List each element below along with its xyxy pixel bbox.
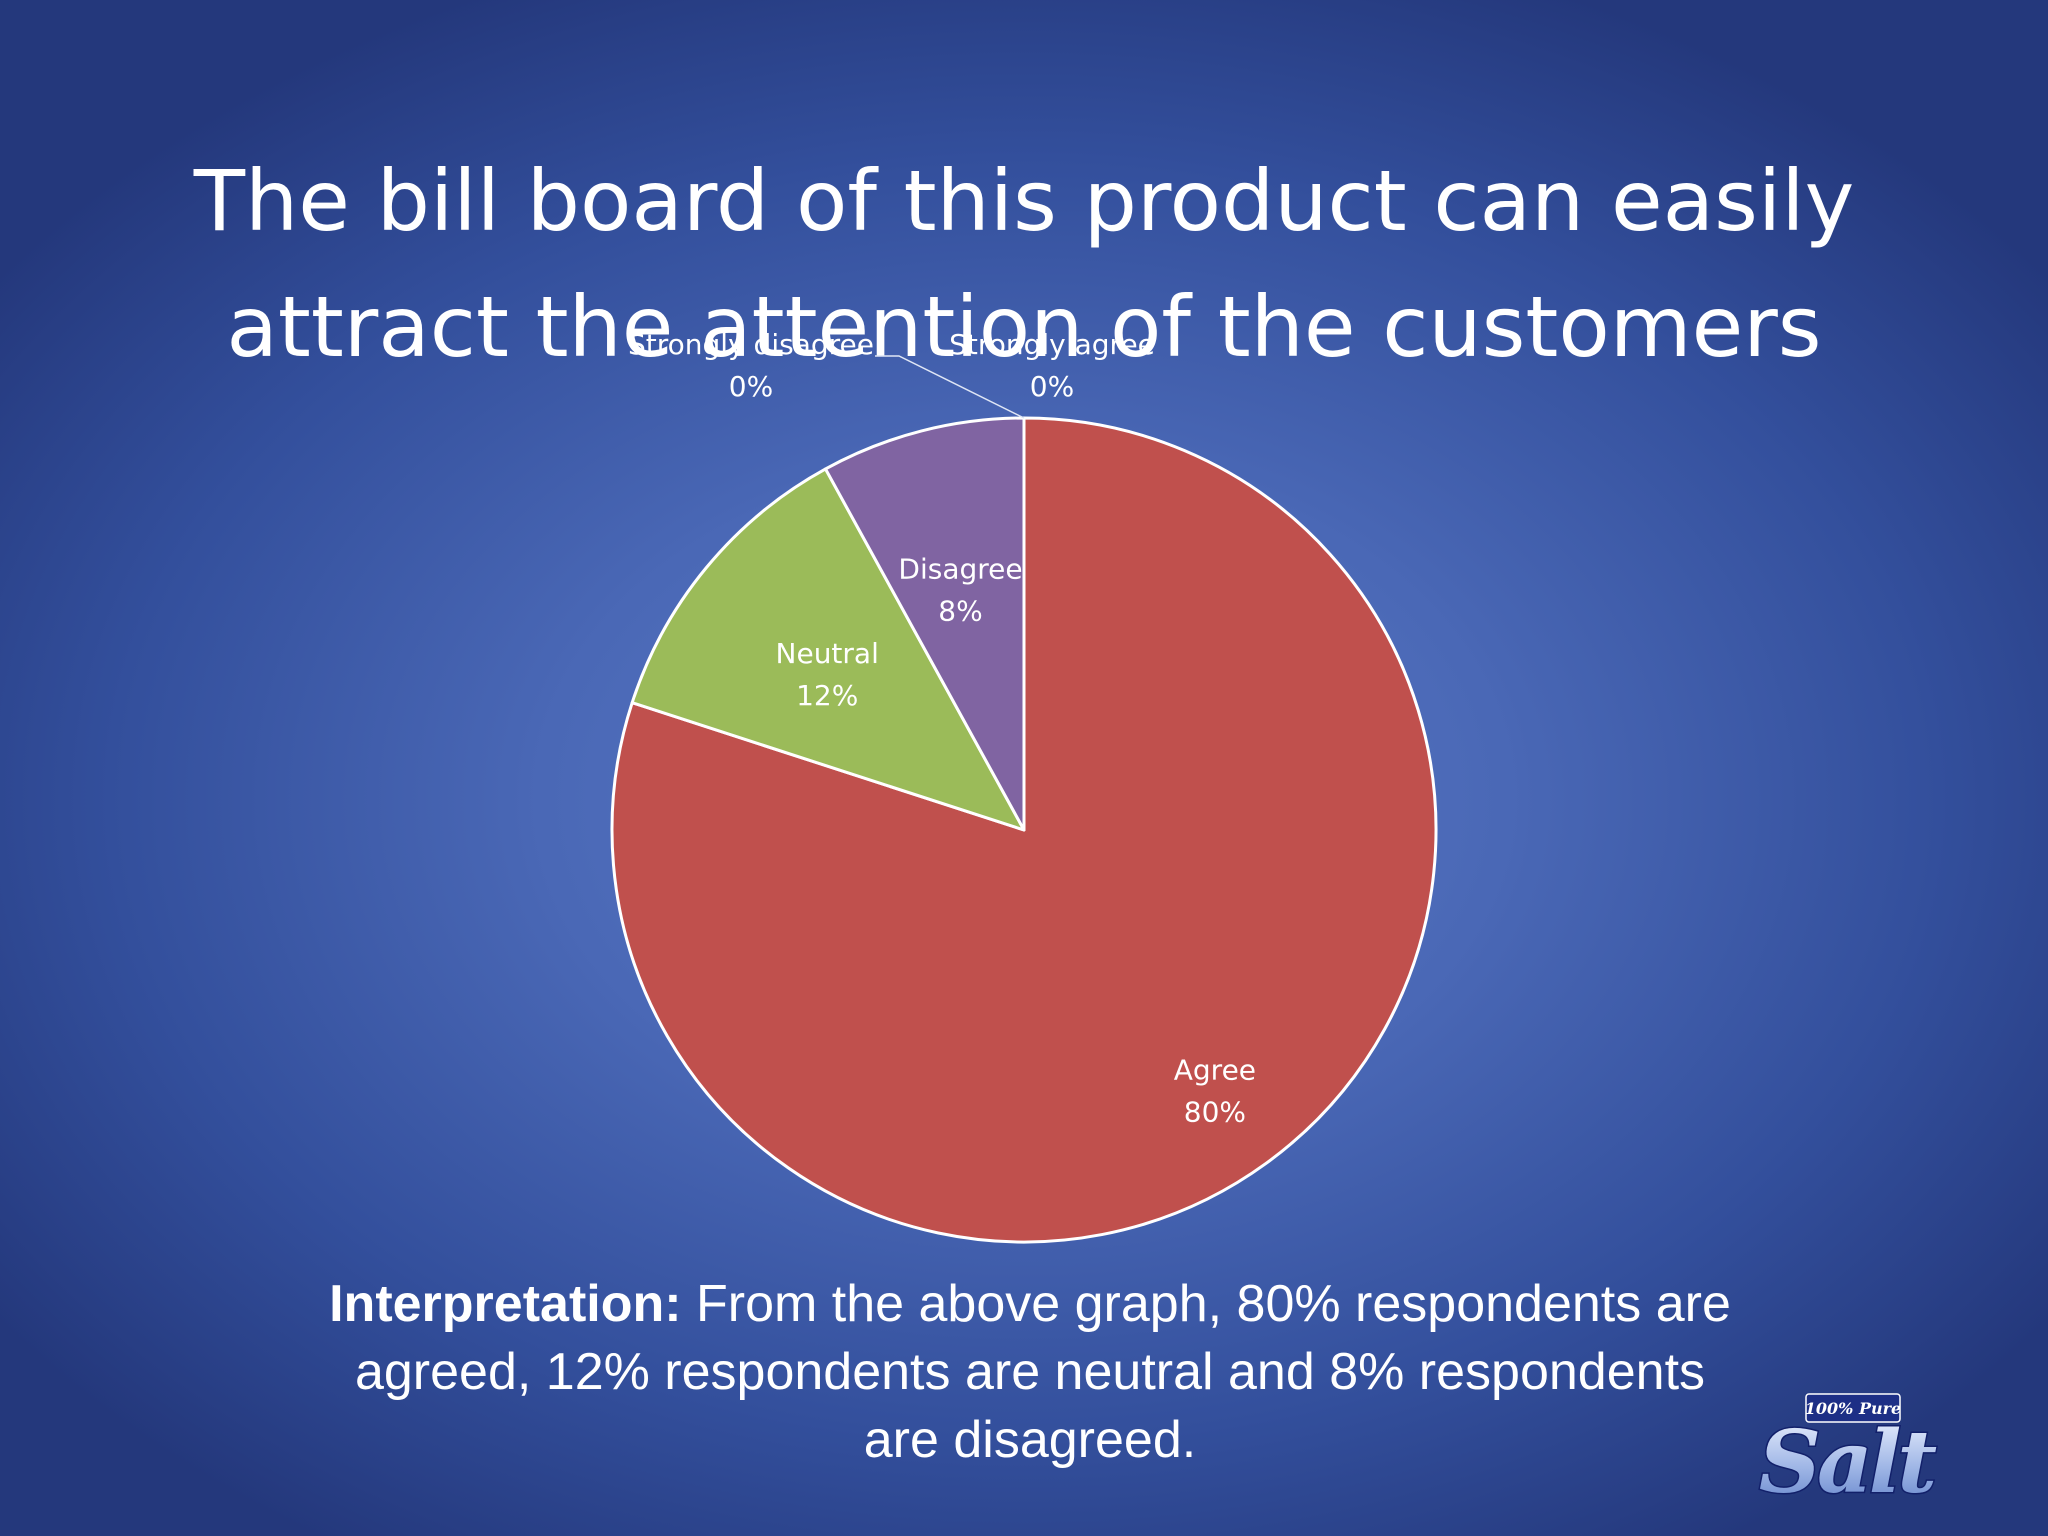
pie-labels: Strongly agree 0% Agree 80% Neutral 12% Disagr… [628,328,1256,1128]
interpretation-line-2: agreed, 12% respondents are neutral and … [354,1343,1706,1401]
interpretation-line-1-text: From the above graph, 80% respondents ar… [696,1275,1731,1333]
logo-tag-background [1805,1393,1901,1423]
pie-value-label-strongly-disagree: 0% [729,370,773,403]
pie-slices [610,416,1438,1244]
interpretation-line-3: are disagreed. [863,1411,1197,1469]
pie-label-neutral: Neutral [776,637,879,670]
pie-value-label-agree: 80% [1184,1095,1246,1128]
pie-leader-lines [875,355,1025,419]
pie-value-label-neutral: 12% [796,679,858,712]
pie-label-strongly-agree: Strongly agree [949,328,1155,361]
interpretation-lead: Interpretation: [329,1275,682,1333]
slide-title-line-2: attract the attention of the customers [226,278,1822,377]
pie-slice-disagree [824,416,1026,832]
leader-line-strongly-disagree [875,355,1025,419]
pie-label-disagree: Disagree [898,553,1022,586]
pie-label-agree: Agree [1174,1053,1256,1086]
logo-brand: Salt [1759,1412,1937,1502]
slide-title-line-1: The bill board of this product can easil… [193,152,1855,251]
interpretation-text: Interpretation: From the above graph, 80… [240,1270,1820,1474]
pie-label-strongly-disagree: Strongly disagree [628,328,874,361]
slide-title: The bill board of this product can easil… [0,138,2048,390]
pie-value-label-disagree: 8% [938,595,982,628]
logo-tagline: 100% Pure [1805,1399,1901,1418]
pie-value-label-strongly-agree: 0% [1030,370,1074,403]
pie-slice-neutral [630,467,1026,832]
interpretation-line-1: Interpretation: From the above graph, 80… [240,1270,1820,1338]
salt-logo: 100% Pure Salt [1757,1393,1942,1502]
